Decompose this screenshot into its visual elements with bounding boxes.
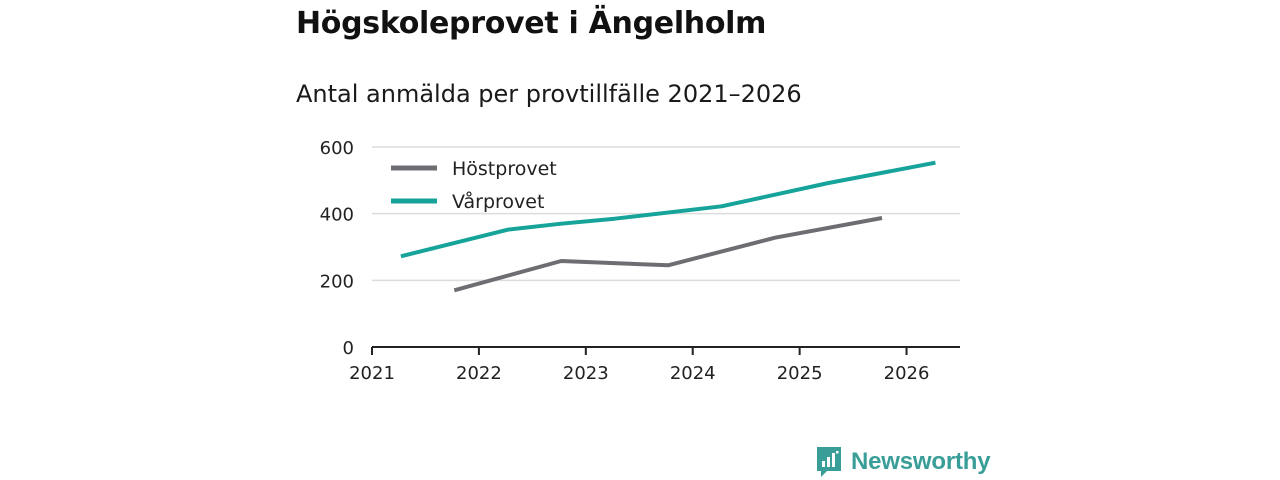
legend: Höstprovet Vårprovet [391, 158, 557, 213]
chart-title: Högskoleprovet i Ängelholm [296, 6, 767, 41]
legend-label-varprovet: Vårprovet [452, 190, 544, 213]
legend-label-hostprovet: Höstprovet [452, 158, 557, 180]
x-tick-label-2023: 2023 [563, 363, 609, 384]
y-tick-label-200: 200 [320, 271, 354, 292]
newsworthy-logo-icon [817, 447, 841, 477]
x-tick-label-2021: 2021 [349, 363, 395, 384]
x-tick-label-2025: 2025 [777, 363, 823, 384]
brand-name: Newsworthy [851, 448, 991, 475]
brand-logo: Newsworthy [815, 444, 991, 480]
axes: 0 200 400 600 2021 2022 2023 2024 2025 2026 [320, 138, 960, 384]
x-tick-label-2024: 2024 [670, 363, 716, 384]
chart-subtitle: Antal anmälda per provtillfälle 2021–202… [296, 80, 802, 108]
y-tick-label-0: 0 [343, 338, 354, 359]
series-line-varprovet [400, 160, 936, 259]
series-line-hostprovet [453, 216, 883, 293]
y-tick-label-600: 600 [320, 138, 354, 159]
y-tick-label-400: 400 [320, 205, 354, 226]
x-tick-label-2026: 2026 [884, 363, 930, 384]
series-lines [400, 160, 936, 293]
x-tick-label-2022: 2022 [456, 363, 502, 384]
